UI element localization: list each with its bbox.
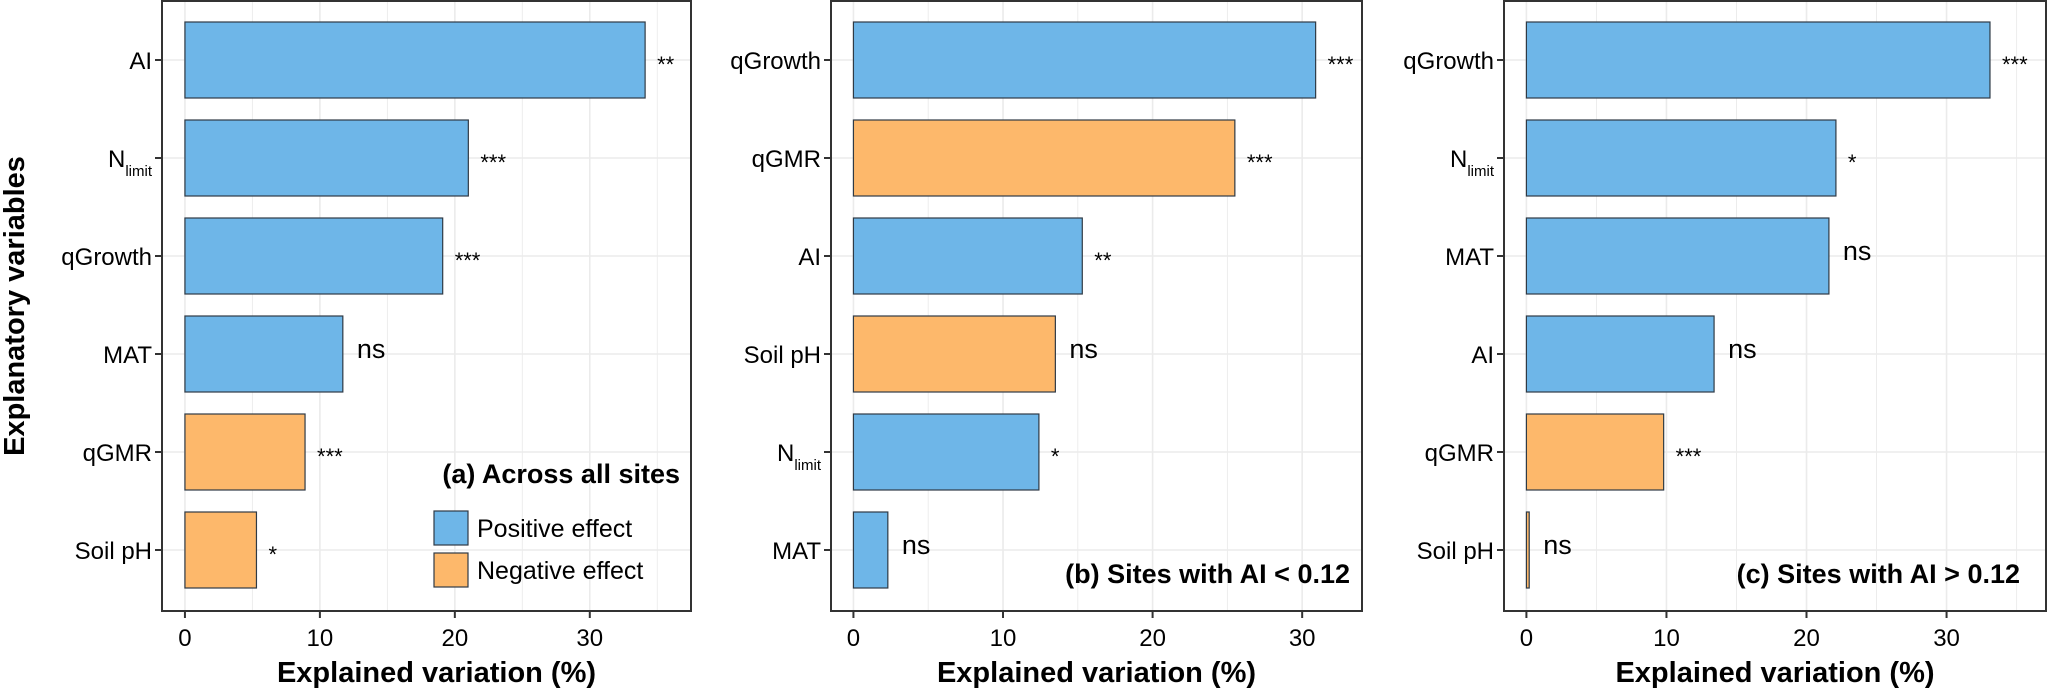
panel-c-xtick-label: 10 [1653, 625, 1680, 652]
panel-a-significance-label: ** [657, 52, 675, 77]
legend-label-negative: Negative effect [477, 557, 643, 585]
panel-b-significance-label: * [1051, 444, 1060, 469]
panel-b-x-axis-title: Explained variation (%) [937, 657, 1256, 689]
legend-key-positive [433, 510, 469, 546]
panel-c-significance-label: * [1848, 150, 1857, 175]
panel-c-ytick-label: qGrowth [1403, 48, 1494, 75]
panel-c-xtick-label: 30 [1933, 625, 1960, 652]
panel-a-significance-label: *** [317, 444, 343, 469]
panel-c-xtick-label: 20 [1793, 625, 1820, 652]
panel-c-ytick-label: AI [1471, 342, 1494, 369]
panel-a-frame [161, 0, 692, 612]
panel-a-xtick-label: 30 [576, 625, 603, 652]
panel-a-bar-soil-ph [184, 511, 258, 589]
panel-b-ytick-label: Nlimit [777, 440, 822, 474]
panel-b-ytick-label: qGrowth [730, 48, 821, 75]
panel-c-significance-label: ns [1728, 334, 1757, 364]
panel-c-significance-label: *** [2002, 52, 2028, 77]
panel-a-bar-ai [184, 21, 646, 99]
panel-c: ****nsns***nsqGrowthNlimitMATAIqGMRSoil … [1403, 0, 2047, 689]
panel-a-ytick-label: Nlimit [108, 146, 153, 180]
panel-a-x-axis-title: Explained variation (%) [277, 657, 596, 689]
panel-a-ytick-label: MAT [103, 342, 152, 369]
legend-label-positive: Positive effect [477, 515, 632, 543]
panel-c-x-axis-title: Explained variation (%) [1615, 657, 1934, 689]
panel-c-bar-qgrowth [1525, 21, 1991, 99]
panel-b-bar-ai [852, 217, 1083, 295]
panel-b-frame [830, 0, 1363, 612]
panel-b-bar-soil-ph [852, 315, 1056, 393]
panel-b-bar-qgrowth [852, 21, 1317, 99]
panel-a: ********ns****AINlimitqGrowthMATqGMRSoil… [61, 0, 692, 689]
panel-a-xtick-label: 10 [307, 625, 334, 652]
legend-key-negative [433, 552, 469, 588]
panel-b-xtick-label: 30 [1289, 625, 1316, 652]
panel-c-xtick-label: 0 [1520, 625, 1533, 652]
panel-c-ytick-label: Nlimit [1450, 146, 1495, 180]
panel-c-plot-background [1504, 1, 2046, 611]
panel-b-xtick-label: 10 [990, 625, 1017, 652]
panel-b-significance-label: ns [1069, 334, 1098, 364]
panel-c-ytick-label: MAT [1445, 244, 1494, 271]
panel-c-significance-label: ns [1843, 236, 1872, 266]
panel-b-bar-qgmr [852, 119, 1236, 197]
panel-c-significance-label: *** [1676, 444, 1702, 469]
panel-a-bar-n-limit [184, 119, 469, 197]
panel-c-frame [1503, 0, 2047, 612]
y-axis-title: Explanatory variables [0, 156, 31, 456]
panel-a-bar-mat [184, 315, 344, 393]
panel-c-bar-n-limit [1525, 119, 1837, 197]
panel-a-ytick-label: qGrowth [61, 244, 152, 271]
panel-b-ytick-label: qGMR [752, 146, 821, 173]
panel-b-significance-label: *** [1328, 52, 1354, 77]
panel-a-xtick-label: 0 [178, 625, 191, 652]
legend: Positive effect Negative effect [433, 510, 643, 588]
panel-b-ytick-label: Soil pH [744, 342, 821, 369]
panel-a-significance-label: ns [357, 334, 386, 364]
panel-c-bar-qgmr [1525, 413, 1665, 491]
panel-b-ytick-label: MAT [772, 538, 821, 565]
panel-a-bar-qgrowth [184, 217, 444, 295]
panel-c-bar-ai [1525, 315, 1715, 393]
panel-b-bar-mat [852, 511, 889, 589]
panel-a-ytick-label: AI [129, 48, 152, 75]
panel-b-significance-label: ** [1094, 248, 1112, 273]
panel-a-plot-background [162, 1, 691, 611]
panel-b-significance-label: *** [1247, 150, 1273, 175]
panel-b-title: (b) Sites with AI < 0.12 [1065, 559, 1350, 589]
panel-a-significance-label: *** [480, 150, 506, 175]
panel-a-bar-qgmr [184, 413, 306, 491]
panel-c-significance-label: ns [1543, 530, 1572, 560]
panel-b-xtick-label: 0 [847, 625, 860, 652]
panel-a-ytick-label: qGMR [83, 440, 152, 467]
panel-b-bar-n-limit [852, 413, 1040, 491]
panel-a-title: (a) Across all sites [442, 459, 680, 489]
panel-c-ytick-label: qGMR [1425, 440, 1494, 467]
panel-c-ytick-label: Soil pH [1417, 538, 1494, 565]
panel-b-xtick-label: 20 [1139, 625, 1166, 652]
panel-b-ytick-label: AI [798, 244, 821, 271]
panel-c-title: (c) Sites with AI > 0.12 [1737, 559, 2020, 589]
panel-a-xtick-label: 20 [441, 625, 468, 652]
panel-a-significance-label: * [268, 542, 277, 567]
panel-c-bar-soil-ph [1525, 511, 1530, 589]
panel-c-bar-mat [1525, 217, 1830, 295]
panel-b-plot-background [831, 1, 1362, 611]
panel-a-significance-label: *** [455, 248, 481, 273]
panel-b-significance-label: ns [902, 530, 931, 560]
panel-a-ytick-label: Soil pH [75, 538, 152, 565]
